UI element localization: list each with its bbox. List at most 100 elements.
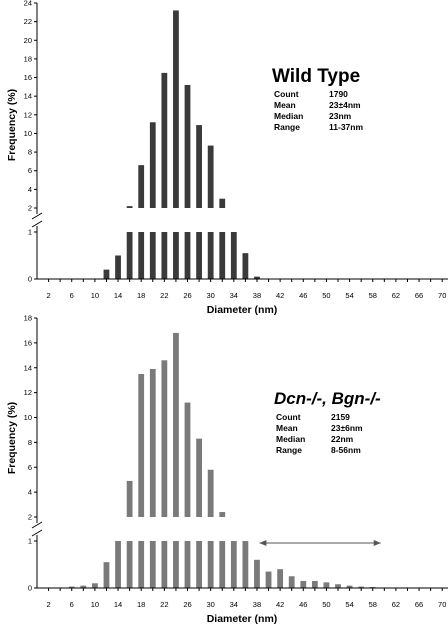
x-tick-label: 18 (137, 600, 145, 609)
x-tick-label: 62 (392, 600, 400, 609)
y-tick-label: 4 (28, 185, 32, 194)
chart-title: Wild Type (272, 66, 360, 87)
wild-type-panel: Frequency (%) Diameter (nm) Wild Type Co… (6, 0, 448, 316)
x-tick-label: 34 (230, 291, 238, 300)
stat-label: Mean (276, 423, 298, 433)
bar (196, 438, 202, 588)
y-tick-label: 20 (24, 36, 32, 45)
bar (265, 571, 272, 588)
y-tick-label: 18 (24, 314, 32, 323)
bar (230, 525, 237, 588)
axis-break-band (36, 208, 447, 232)
stat-label: Range (274, 122, 300, 132)
x-tick-label: 30 (206, 291, 214, 300)
stat-label: Count (276, 412, 301, 422)
bar (115, 517, 121, 588)
y-tick-label: 2 (28, 513, 32, 522)
bar (80, 585, 87, 588)
y-tick-label: 16 (24, 338, 32, 347)
x-tick-label: 42 (276, 600, 284, 609)
x-tick-label: 50 (322, 600, 330, 609)
stat-label: Median (274, 111, 303, 121)
bar (242, 528, 249, 588)
x-tick-label: 10 (91, 600, 99, 609)
bar (323, 582, 330, 588)
stats-table: Count 2159 Mean 23±6nm Median 22nm Range… (276, 412, 363, 455)
stat-value: 23±6nm (331, 423, 363, 433)
axis-break-mark (31, 521, 43, 529)
x-tick-label: 54 (345, 600, 353, 609)
y-tick-label: 12 (24, 110, 32, 119)
stat-value: 22nm (331, 434, 354, 444)
stat-value: 8-56nm (331, 445, 361, 455)
x-axis-label: Diameter (nm) (207, 304, 278, 316)
bar (138, 373, 145, 588)
y-tick-label: 1 (28, 537, 32, 546)
bar (254, 559, 260, 588)
stat-value: 1790 (329, 89, 348, 99)
y-tick-label: 8 (28, 438, 32, 447)
x-tick-label: 34 (230, 600, 238, 609)
x-tick-label: 22 (160, 600, 168, 609)
stat-label: Median (276, 434, 305, 444)
stat-label: Mean (274, 100, 296, 110)
y-axis-label: Frequency (%) (6, 402, 18, 474)
x-tick-label: 14 (114, 600, 122, 609)
y-tick-label: 10 (24, 129, 32, 138)
x-tick-label: 38 (253, 600, 261, 609)
y-tick-label: 4 (28, 488, 32, 497)
axis-break-mark (31, 529, 43, 537)
x-tick-label: 26 (183, 291, 191, 300)
x-tick-label: 58 (369, 600, 377, 609)
y-tick-label: 1 (28, 228, 32, 237)
bar (230, 216, 237, 279)
x-tick-label: 42 (276, 291, 284, 300)
x-tick-label: 66 (415, 291, 423, 300)
x-axis-label: Diameter (nm) (207, 613, 278, 625)
bar (149, 122, 156, 280)
x-tick-label: 46 (299, 291, 307, 300)
x-tick-label: 54 (345, 291, 353, 300)
chart-title: Dcn-/-, Bgn-/- (274, 389, 381, 408)
arrowhead-right-icon (373, 540, 381, 546)
bar (254, 276, 260, 279)
x-tick-label: 46 (299, 600, 307, 609)
x-tick-label: 14 (114, 291, 122, 300)
stat-value: 23±4nm (329, 100, 361, 110)
x-tick-label: 30 (206, 600, 214, 609)
bar (346, 585, 353, 588)
bar (103, 269, 110, 279)
y-tick-label: 16 (24, 73, 32, 82)
bar (173, 332, 179, 588)
y-tick-label: 14 (24, 92, 32, 101)
bar (288, 576, 295, 588)
bar (196, 125, 202, 279)
bar (219, 198, 226, 279)
bar (115, 255, 121, 279)
bar (311, 580, 318, 588)
stats-table: Count 1790 Mean 23±4nm Median 23nm Range… (274, 89, 363, 132)
arrowhead-left-icon (259, 540, 267, 546)
x-tick-label: 38 (253, 291, 261, 300)
y-tick-label: 6 (28, 463, 32, 472)
bar (103, 562, 110, 588)
y-tick-label: 14 (24, 363, 32, 372)
bar (277, 569, 284, 588)
x-tick-label: 66 (415, 600, 423, 609)
bar (184, 402, 191, 588)
y-tick-label: 0 (28, 584, 32, 593)
bar (149, 368, 156, 588)
x-tick-label: 22 (160, 291, 168, 300)
bar (335, 584, 341, 588)
bar (91, 583, 98, 588)
stat-value: 11-37nm (329, 122, 363, 132)
bar (68, 586, 75, 588)
y-tick-label: 10 (24, 413, 32, 422)
y-tick-label: 12 (24, 388, 32, 397)
x-tick-label: 70 (438, 600, 446, 609)
x-tick-label: 18 (137, 291, 145, 300)
axis-break-band (36, 517, 447, 541)
bar (173, 10, 179, 279)
axis-break-mark (31, 212, 43, 220)
